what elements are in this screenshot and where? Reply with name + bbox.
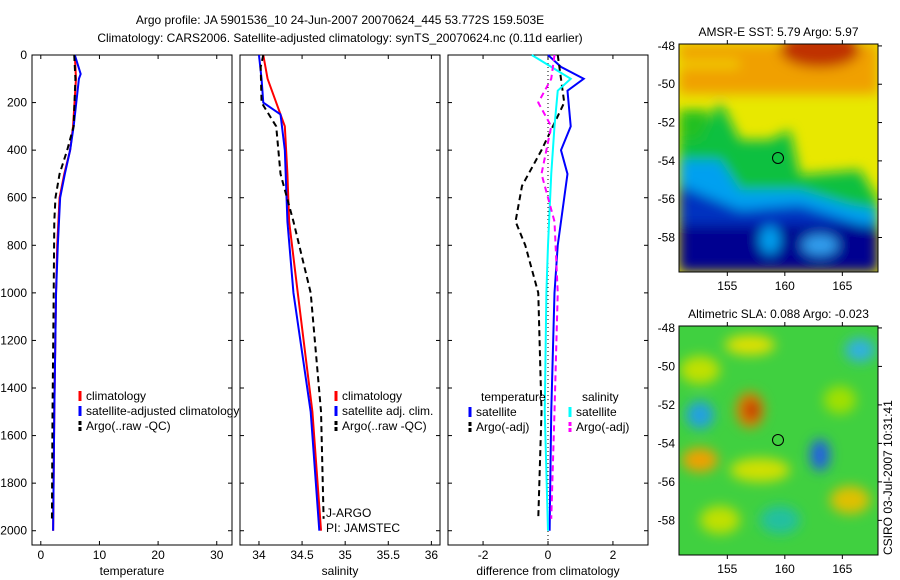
- x-tick-label: 165: [832, 562, 852, 576]
- x-tick-label: 155: [717, 562, 737, 576]
- series-line-argo-raw-qc-: [259, 54, 325, 519]
- y-tick-label: -56: [658, 475, 676, 489]
- y-tick-label: 600: [7, 191, 27, 205]
- x-tick-label: 35: [338, 548, 352, 562]
- y-tick-label: -56: [658, 192, 676, 206]
- annotation: PI: JAMSTEC: [326, 521, 400, 535]
- profile-location-marker: [772, 152, 784, 164]
- x-tick-label: 0: [545, 548, 552, 562]
- legend-header: salinity: [582, 390, 619, 404]
- y-tick-label: -50: [658, 77, 676, 91]
- plot-frame: [239, 54, 441, 546]
- sla-map: [679, 326, 878, 555]
- x-axis-label: salinity: [322, 564, 359, 578]
- legend-entry: satellite: [476, 405, 517, 419]
- legend-entry: Argo(..raw -QC): [86, 419, 171, 433]
- series-line-temperature-satellite: [547, 54, 586, 531]
- y-tick-label: -58: [658, 231, 676, 245]
- plot-frame: [31, 54, 233, 546]
- x-tick-label: 155: [717, 279, 737, 293]
- x-tick-label: 2: [610, 548, 617, 562]
- x-tick-label: 34: [252, 548, 266, 562]
- x-axis-label: temperature: [100, 564, 165, 578]
- sla-map-frame: [678, 325, 879, 556]
- annotation: J-ARGO: [326, 506, 371, 520]
- y-tick-label: -58: [658, 513, 676, 527]
- side-credit: CSIRO 03-Jul-2007 10:31:41: [881, 400, 895, 555]
- series-line-climatology: [262, 54, 323, 531]
- y-tick-label: 1000: [0, 286, 27, 300]
- series-line-satellite-adjusted-climatology: [52, 54, 82, 531]
- legend-entry: satellite-adjusted climatology: [86, 404, 239, 418]
- x-tick-label: 0: [37, 548, 44, 562]
- map-title: Altimetric SLA: 0.088 Argo: -0.023: [688, 307, 869, 321]
- sst-map-frame: [678, 43, 879, 273]
- y-tick-label: 1600: [0, 429, 27, 443]
- y-tick-label: -54: [658, 436, 676, 450]
- legend-entry: climatology: [86, 389, 146, 403]
- legend-entry: satellite adj. clim.: [342, 404, 433, 418]
- y-tick-label: 1200: [0, 333, 27, 347]
- title-line1: Argo profile: JA 5901536_10 24-Jun-2007 …: [136, 13, 544, 27]
- legend-entry: Argo(..raw -QC): [342, 419, 427, 433]
- x-tick-label: 36: [425, 548, 439, 562]
- legend-entry: climatology: [342, 389, 402, 403]
- y-tick-label: 1400: [0, 381, 27, 395]
- title-line2: Climatology: CARS2006. Satellite-adjuste…: [97, 31, 582, 45]
- map-title: AMSR-E SST: 5.79 Argo: 5.97: [698, 25, 858, 39]
- x-tick-label: 35.5: [377, 548, 401, 562]
- series-line-temperature-argo-adj-: [514, 54, 566, 519]
- x-tick-label: 34.5: [290, 548, 314, 562]
- legend-entry: Argo(-adj): [476, 420, 529, 434]
- y-tick-label: -50: [658, 359, 676, 373]
- legend-entry: satellite: [576, 405, 617, 419]
- y-tick-label: 1800: [0, 476, 27, 490]
- y-tick-label: -48: [658, 39, 676, 53]
- y-tick-label: 2000: [0, 524, 27, 538]
- x-axis-label: difference from climatology: [476, 564, 619, 578]
- y-tick-label: 0: [20, 48, 27, 62]
- y-tick-label: 400: [7, 143, 27, 157]
- x-tick-label: 165: [832, 279, 852, 293]
- sst-map: [679, 44, 878, 272]
- series-line-salinity-satellite: [531, 54, 573, 531]
- y-tick-label: -52: [658, 398, 676, 412]
- y-tick-label: -48: [658, 321, 676, 335]
- series-line-salinity-argo-adj-: [537, 54, 559, 519]
- x-tick-label: 160: [775, 562, 795, 576]
- y-tick-label: -54: [658, 154, 676, 168]
- y-tick-label: 800: [7, 238, 27, 252]
- x-tick-label: -2: [478, 548, 489, 562]
- profile-location-marker: [772, 434, 784, 446]
- x-tick-label: 30: [210, 548, 224, 562]
- legend-entry: Argo(-adj): [576, 420, 629, 434]
- x-tick-label: 160: [775, 279, 795, 293]
- series-line-argo-raw-qc-: [50, 54, 77, 519]
- series-line-satellite-adj-clim-: [257, 54, 321, 531]
- x-tick-label: 20: [151, 548, 165, 562]
- x-tick-label: 10: [93, 548, 107, 562]
- y-tick-label: 200: [7, 96, 27, 110]
- legend-header: temperature: [481, 390, 546, 404]
- y-tick-label: -52: [658, 116, 676, 130]
